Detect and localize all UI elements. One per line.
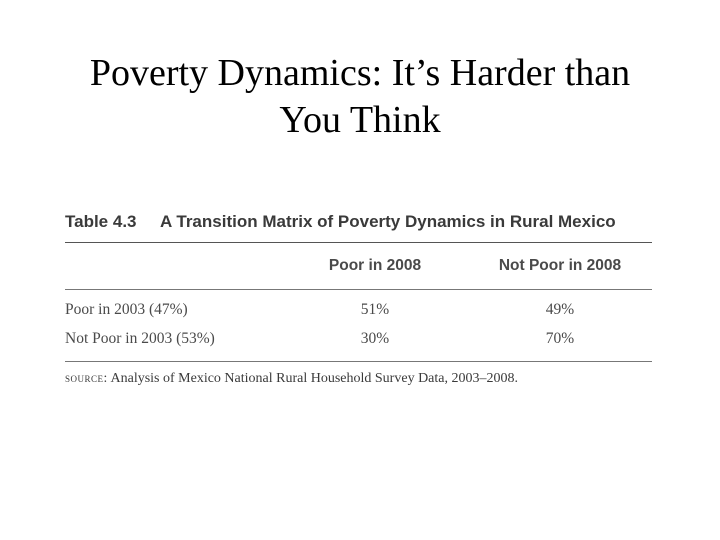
- table-row: Not Poor in 2003 (53%) 30% 70%: [65, 324, 652, 353]
- row-label: Not Poor in 2003 (53%): [65, 330, 215, 347]
- table-caption-text: A Transition Matrix of Poverty Dynamics …: [160, 212, 616, 231]
- table-header-rule: [65, 289, 652, 290]
- source-label: source:: [65, 370, 108, 385]
- row-label: Poor in 2003 (47%): [65, 301, 188, 318]
- table-header-row: Poor in 2008 Not Poor in 2008: [65, 243, 652, 289]
- table-source-note: source: Analysis of Mexico National Rura…: [65, 370, 652, 387]
- column-header-not-poor-2008: Not Poor in 2008: [498, 257, 622, 274]
- table-cell: 49%: [545, 301, 575, 318]
- table-row: Poor in 2003 (47%) 51% 49%: [65, 295, 652, 324]
- table-top-rule: [65, 242, 652, 243]
- table-bottom-rule: [65, 361, 652, 362]
- source-text: Analysis of Mexico National Rural Househ…: [110, 371, 519, 386]
- table-cell: 30%: [360, 330, 390, 347]
- slide-title-line-1: Poverty Dynamics: It’s Harder than: [89, 52, 631, 94]
- column-header-poor-2008: Poor in 2008: [328, 257, 422, 274]
- slide-title: Poverty Dynamics: It’s Harder than You T…: [40, 50, 680, 144]
- table-number: Table 4.3: [65, 212, 137, 231]
- table-cell: 51%: [360, 301, 390, 318]
- slide-title-line-2: You Think: [279, 99, 441, 141]
- table-caption: Table 4.3 A Transition Matrix of Poverty …: [65, 206, 652, 238]
- transition-matrix-table: Table 4.3 A Transition Matrix of Poverty …: [65, 206, 652, 387]
- table-cell: 70%: [545, 330, 575, 347]
